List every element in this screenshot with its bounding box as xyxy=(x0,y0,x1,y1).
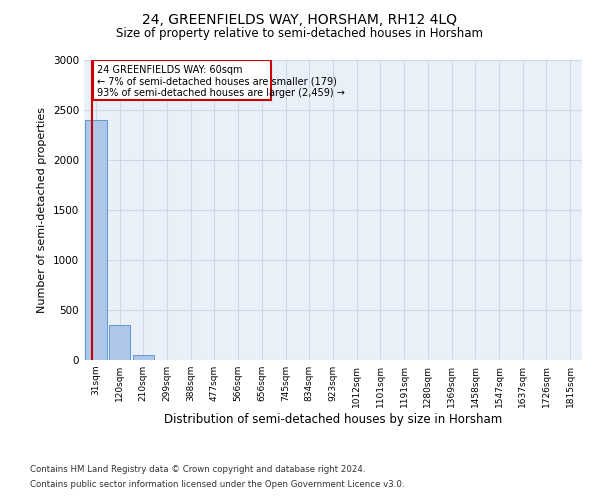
Text: Size of property relative to semi-detached houses in Horsham: Size of property relative to semi-detach… xyxy=(116,28,484,40)
Bar xyxy=(133,355,154,360)
Text: Contains HM Land Registry data © Crown copyright and database right 2024.: Contains HM Land Registry data © Crown c… xyxy=(30,465,365,474)
Y-axis label: Number of semi-detached properties: Number of semi-detached properties xyxy=(37,107,47,313)
Bar xyxy=(109,325,130,360)
Text: 93% of semi-detached houses are larger (2,459) →: 93% of semi-detached houses are larger (… xyxy=(97,88,345,98)
Bar xyxy=(85,120,107,360)
Text: Distribution of semi-detached houses by size in Horsham: Distribution of semi-detached houses by … xyxy=(164,412,502,426)
Text: 24 GREENFIELDS WAY: 60sqm: 24 GREENFIELDS WAY: 60sqm xyxy=(97,65,242,75)
Text: 24, GREENFIELDS WAY, HORSHAM, RH12 4LQ: 24, GREENFIELDS WAY, HORSHAM, RH12 4LQ xyxy=(143,12,458,26)
Text: Contains public sector information licensed under the Open Government Licence v3: Contains public sector information licen… xyxy=(30,480,404,489)
Text: ← 7% of semi-detached houses are smaller (179): ← 7% of semi-detached houses are smaller… xyxy=(97,76,337,86)
FancyBboxPatch shape xyxy=(94,60,271,100)
